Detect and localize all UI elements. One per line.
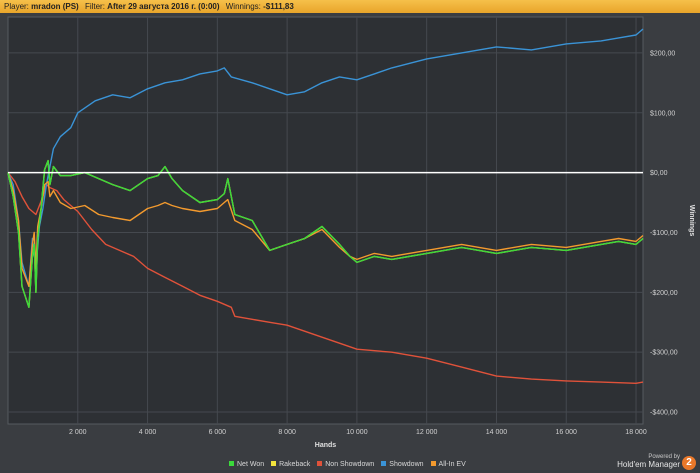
filter-label: Filter: [84,2,105,11]
y-tick-label: $200,00 [650,50,675,57]
player-label: Player: [4,2,29,11]
legend-item-showdown[interactable]: Showdown [381,461,424,468]
series-line-net-won [7,159,644,308]
legend-swatch [229,461,234,466]
brand-name: Hold'em Manager [617,460,680,469]
x-axis-title: Hands [315,442,337,449]
brand-block: Powered by Hold'em Manager [617,454,680,469]
x-tick-label: 4 000 [139,429,157,436]
legend-label: Showdown [389,461,424,468]
hem2-logo-icon: 2 [682,456,696,470]
winnings-graph[interactable]: 2 000 4 000 6 000 8 000 10 000 12 000 14 000 16… [0,13,700,458]
chart-legend: Net Won Rakeback Non Showdown Showdown All-I… [229,461,473,468]
legend-swatch [317,461,323,466]
player-value: mradon (PS) [31,2,79,11]
y-axis-title: Winnings [688,205,695,237]
y-tick-label: -$400,00 [650,410,678,417]
winnings-label: Winnings: [225,2,261,11]
legend-label: Rakeback [279,461,311,468]
x-tick-label: 10 000 [346,429,368,436]
plot-area [7,16,644,425]
legend-item-net-won[interactable]: Net Won [229,461,264,468]
legend-swatch [381,461,387,466]
legend-label: Net Won [237,461,265,468]
y-tick-label: -$200,00 [650,290,678,297]
y-tick-label: $100,00 [650,110,675,117]
legend-label: Non Showdown [325,461,375,468]
y-tick-label: $0,00 [650,170,668,177]
legend-item-rakeback[interactable]: Rakeback [271,461,310,468]
legend-item-non-showdown[interactable]: Non Showdown [317,461,374,468]
filter-bar: Player: mradon (PS) Filter: After 29 авг… [0,0,700,13]
x-tick-label: 12 000 [416,429,438,436]
x-tick-label: 8 000 [278,429,296,436]
legend-swatch [430,461,436,466]
y-tick-label: -$300,00 [650,350,678,357]
legend-swatch [271,461,277,466]
filter-value: After 29 августа 2016 г. (0:00) [107,2,220,11]
legend-item-all-in-ev[interactable]: All-In EV [430,461,466,468]
x-tick-label: 6 000 [209,429,227,436]
y-tick-label: -$100,00 [650,230,678,237]
winnings-value: -$111,83 [263,2,294,11]
x-tick-label: 18 000 [625,429,647,436]
x-tick-label: 16 000 [556,429,578,436]
series-line-all-in-ev [7,172,644,287]
legend-label: All-In EV [438,461,466,468]
powered-by-text: Powered by [648,454,680,460]
x-tick-label: 2 000 [69,429,87,436]
x-tick-label: 14 000 [486,429,508,436]
